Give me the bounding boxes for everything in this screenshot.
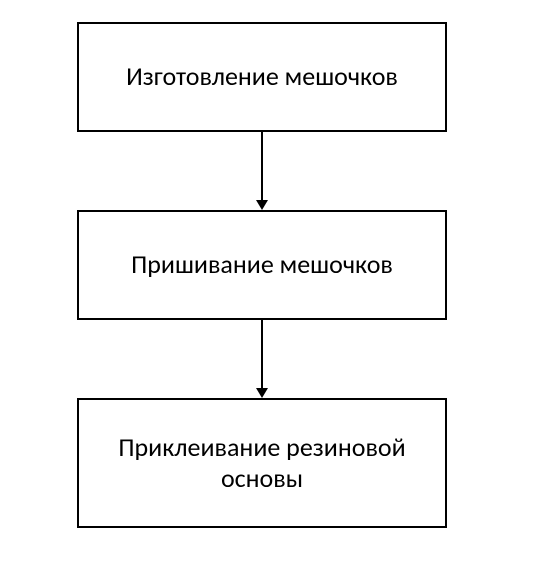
node-label: Изготовление мешочков: [126, 61, 398, 92]
flowchart-container: Изготовление мешочков Пришивание мешочко…: [0, 0, 536, 565]
node-label: Пришивание мешочков: [131, 249, 393, 280]
flowchart-node-1: Изготовление мешочков: [77, 22, 447, 132]
node-label: Приклеивание резиновой основы: [87, 432, 437, 494]
flowchart-arrow-2: [252, 320, 272, 398]
flowchart-arrow-1: [252, 132, 272, 210]
flowchart-node-2: Пришивание мешочков: [77, 210, 447, 320]
flowchart-node-3: Приклеивание резиновой основы: [77, 398, 447, 528]
